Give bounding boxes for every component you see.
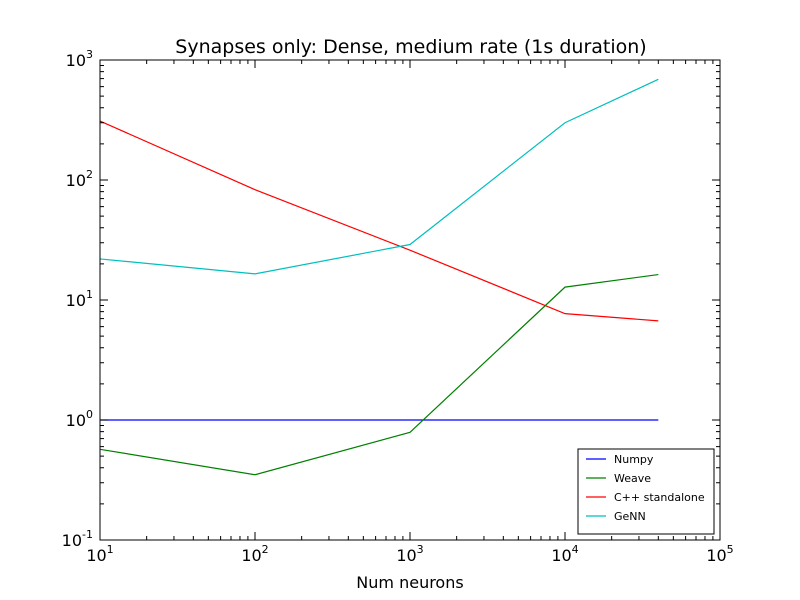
y-tick-label: 10-1 bbox=[62, 528, 93, 550]
legend-box bbox=[577, 448, 715, 535]
series-line-weave bbox=[99, 273, 659, 476]
x-tick-label: 103 bbox=[396, 543, 423, 565]
legend-label: C++ standalone bbox=[614, 491, 705, 504]
legend-label: Numpy bbox=[614, 453, 654, 466]
series-line-genn bbox=[99, 78, 659, 275]
x-tick-label: 102 bbox=[241, 543, 268, 565]
y-tick-label: 102 bbox=[66, 168, 93, 190]
x-tick-label: 101 bbox=[86, 543, 113, 565]
x-tick-label: 105 bbox=[706, 543, 733, 565]
y-tick-label: 103 bbox=[66, 48, 93, 70]
series-layer bbox=[99, 78, 659, 476]
x-axis-label: Num neurons bbox=[356, 573, 463, 592]
series-line-c-standalone bbox=[99, 120, 659, 322]
legend-label: Weave bbox=[614, 472, 651, 485]
legend: Numpy Weave C++ standalone GeNN bbox=[577, 448, 715, 535]
y-tick-label: 100 bbox=[66, 408, 93, 430]
ticks-layer: 101 102 103 104 105 10-1 100 101 102 103 bbox=[62, 48, 734, 565]
chart-title: Synapses only: Dense, medium rate (1s du… bbox=[175, 36, 646, 58]
x-tick-label: 104 bbox=[551, 543, 578, 565]
y-tick-label: 101 bbox=[66, 288, 93, 310]
legend-label: GeNN bbox=[614, 510, 646, 523]
